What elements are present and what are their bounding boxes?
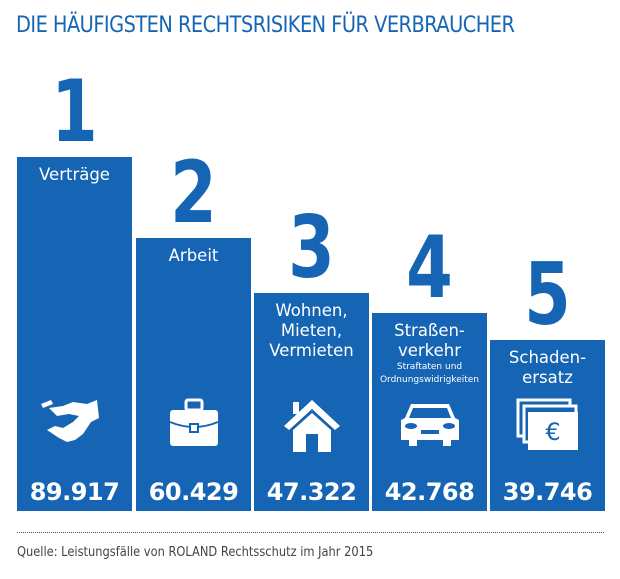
category-label: Schaden-ersatz <box>490 348 605 388</box>
bar-4: Straßen-verkehr Straftaten und Ordnungswid… <box>372 313 487 511</box>
category-label: Wohnen, Mieten, Vermieten <box>254 301 369 361</box>
bar-3: Wohnen, Mieten, Vermieten 47.322 <box>254 293 369 511</box>
value-label: 60.429 <box>148 478 239 506</box>
category-label-line: verkehr <box>397 341 462 360</box>
value-label: 42.768 <box>384 478 475 506</box>
euro-banknotes-icon: € <box>490 398 605 452</box>
rank-number-5: 5 <box>524 245 571 345</box>
category-label: Arbeit <box>136 246 251 266</box>
chart-title: DIE HÄUFIGSTEN RECHTSRISIKEN FÜR VERBRAU… <box>16 12 515 38</box>
source-note: Quelle: Leistungsfälle von ROLAND Rechts… <box>17 545 374 560</box>
category-label-line: Arbeit <box>168 246 219 265</box>
category-label-line: Verträge <box>39 165 110 184</box>
category-label: Verträge <box>17 165 132 185</box>
bar-1: Verträge 89.917 <box>17 157 132 511</box>
house-icon <box>254 398 369 454</box>
source-divider <box>17 532 604 533</box>
category-label-line: ersatz <box>522 368 573 387</box>
bar-2: Arbeit 60.429 <box>136 238 251 511</box>
rank-number-4: 4 <box>406 218 453 318</box>
rank-number-2: 2 <box>170 143 217 243</box>
category-label-line: Mieten, <box>280 321 343 340</box>
category-label-line: Wohnen, <box>275 301 348 320</box>
car-icon <box>372 398 487 448</box>
category-label-line: Schaden- <box>508 348 587 367</box>
value-label: 47.322 <box>266 478 357 506</box>
bar-5: Schaden-ersatz €39.746 <box>490 340 605 511</box>
category-label-line: Straßen- <box>394 321 465 340</box>
category-sublabel: Straftaten und <box>396 362 463 372</box>
handshake-icon <box>17 398 132 448</box>
rank-number-1: 1 <box>51 62 98 162</box>
category-sublabel: Ordnungswidrigkeiten <box>379 375 480 385</box>
value-label: 89.917 <box>29 478 120 506</box>
value-label: 39.746 <box>502 478 593 506</box>
rank-number-3: 3 <box>288 198 335 298</box>
category-label-line: Vermieten <box>269 341 354 360</box>
svg-text:€: € <box>545 418 560 446</box>
briefcase-icon <box>136 398 251 448</box>
category-label: Straßen-verkehr Straftaten und Ordnungswid… <box>372 321 487 387</box>
